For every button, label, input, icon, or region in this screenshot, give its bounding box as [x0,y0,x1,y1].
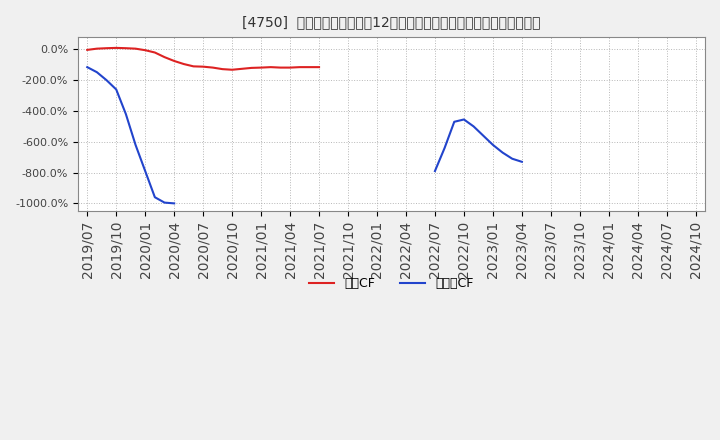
フリーCF [160,200,168,205]
営業CF [276,65,284,70]
営業CF [238,66,246,71]
フリーCF [122,111,130,117]
営業CF [209,65,217,70]
フリーCF [141,169,150,174]
営業CF [257,65,266,70]
フリーCF [83,65,91,70]
営業CF [218,66,227,72]
営業CF [189,64,198,69]
営業CF [286,65,294,70]
営業CF [179,62,188,67]
フリーCF [102,77,111,83]
フリーCF [93,70,102,75]
Line: 営業CF: 営業CF [87,48,319,70]
営業CF [131,46,140,51]
営業CF [295,65,304,70]
Title: [4750]  キャッシュフローの12か月移動合計の対前年同期増減率の推移: [4750] キャッシュフローの12か月移動合計の対前年同期増減率の推移 [242,15,541,29]
営業CF [122,46,130,51]
営業CF [305,65,314,70]
営業CF [112,45,120,51]
営業CF [160,55,168,60]
営業CF [83,47,91,52]
フリーCF [131,142,140,147]
フリーCF [170,201,179,206]
営業CF [315,65,323,70]
営業CF [199,64,207,70]
営業CF [228,67,236,73]
営業CF [141,48,150,53]
Line: フリーCF: フリーCF [87,67,174,203]
営業CF [150,50,159,55]
営業CF [247,65,256,70]
営業CF [102,46,111,51]
営業CF [170,59,179,64]
フリーCF [150,194,159,200]
Legend: 営業CF, フリーCF: 営業CF, フリーCF [305,272,479,295]
営業CF [93,46,102,51]
フリーCF [112,87,120,92]
営業CF [266,65,275,70]
